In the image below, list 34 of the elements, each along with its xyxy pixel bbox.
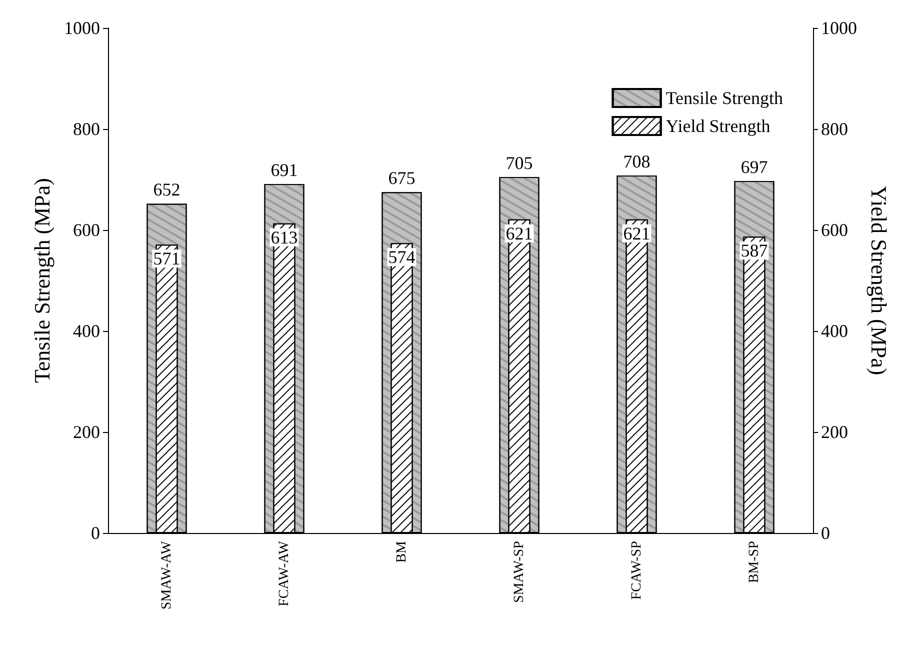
legend-label: Yield Strength [666, 116, 770, 136]
data-label: 621 [623, 223, 650, 244]
data-label: 708 [623, 151, 650, 172]
y-tick-label: 800 [73, 119, 100, 139]
legend-label: Tensile Strength [666, 88, 784, 108]
data-label: 697 [740, 157, 768, 178]
data-label: 675 [388, 168, 416, 188]
y-tick-label: 400 [73, 321, 100, 341]
y2-tick-label: 1000 [821, 18, 857, 38]
y-tick-label: 0 [91, 523, 100, 543]
x-tick-label: BM [394, 540, 410, 563]
data-label: 571 [153, 248, 180, 269]
data-label: 652 [153, 180, 180, 200]
x-tick-label: BM-SP [746, 540, 762, 584]
y2-axis-title: Yield Strength (MPa) [866, 186, 892, 376]
y-tick-label: 600 [73, 220, 100, 240]
y2-tick-label: 400 [821, 321, 848, 341]
data-label: 587 [740, 240, 768, 261]
data-label: 705 [506, 152, 533, 173]
data-label: 621 [506, 223, 533, 244]
x-tick-label: FCAW-SP [629, 540, 644, 600]
y2-tick-label: 600 [821, 220, 848, 240]
y-tick-label: 200 [73, 422, 100, 442]
y2-tick-label: 200 [821, 422, 848, 442]
x-tick-label: SMAW-SP [512, 540, 527, 603]
y-axis-title: Tensile Strength (MPa) [30, 178, 54, 383]
y-tick-label: 1000 [64, 18, 100, 38]
x-tick-label: FCAW-AW [276, 540, 292, 606]
y2-tick-label: 800 [821, 119, 848, 139]
data-label: 574 [388, 247, 416, 268]
x-tick-label: SMAW-AW [159, 540, 174, 610]
data-label: 613 [270, 227, 298, 248]
y2-tick-label: 0 [821, 523, 830, 543]
data-label: 691 [270, 160, 298, 180]
